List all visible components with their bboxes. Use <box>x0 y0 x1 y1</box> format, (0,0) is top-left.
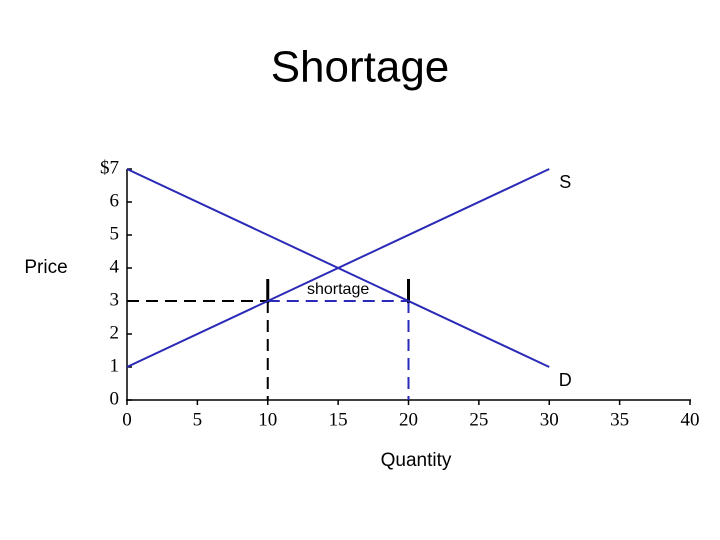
chart-title: Shortage <box>271 43 450 92</box>
x-tick-label: 35 <box>610 409 629 430</box>
annotation: shortage <box>307 281 369 298</box>
y-tick-label: 0 <box>110 388 120 409</box>
y-tick-label: 1 <box>110 355 120 376</box>
series-label: D <box>559 370 572 390</box>
x-tick-label: 25 <box>469 409 488 430</box>
x-tick-label: 10 <box>258 409 277 430</box>
series-label: S <box>559 172 571 192</box>
series-line <box>126 168 550 368</box>
x-tick-label: 20 <box>399 409 418 430</box>
x-tick-label: 5 <box>193 409 203 430</box>
y-axis-label: Price <box>24 257 67 278</box>
y-tick-label: 2 <box>110 322 120 343</box>
y-tick-label: 4 <box>110 256 120 277</box>
y-tick-label: 5 <box>110 223 120 244</box>
x-tick-label: 30 <box>540 409 559 430</box>
y-tick-label: 6 <box>110 190 120 211</box>
x-tick-label: 15 <box>329 409 348 430</box>
x-tick-label: 40 <box>681 409 700 430</box>
y-tick-label: 3 <box>110 289 120 310</box>
x-axis-label: Quantity <box>381 450 452 471</box>
x-tick-label: 0 <box>122 409 132 430</box>
y-tick-label: $7 <box>100 157 119 178</box>
